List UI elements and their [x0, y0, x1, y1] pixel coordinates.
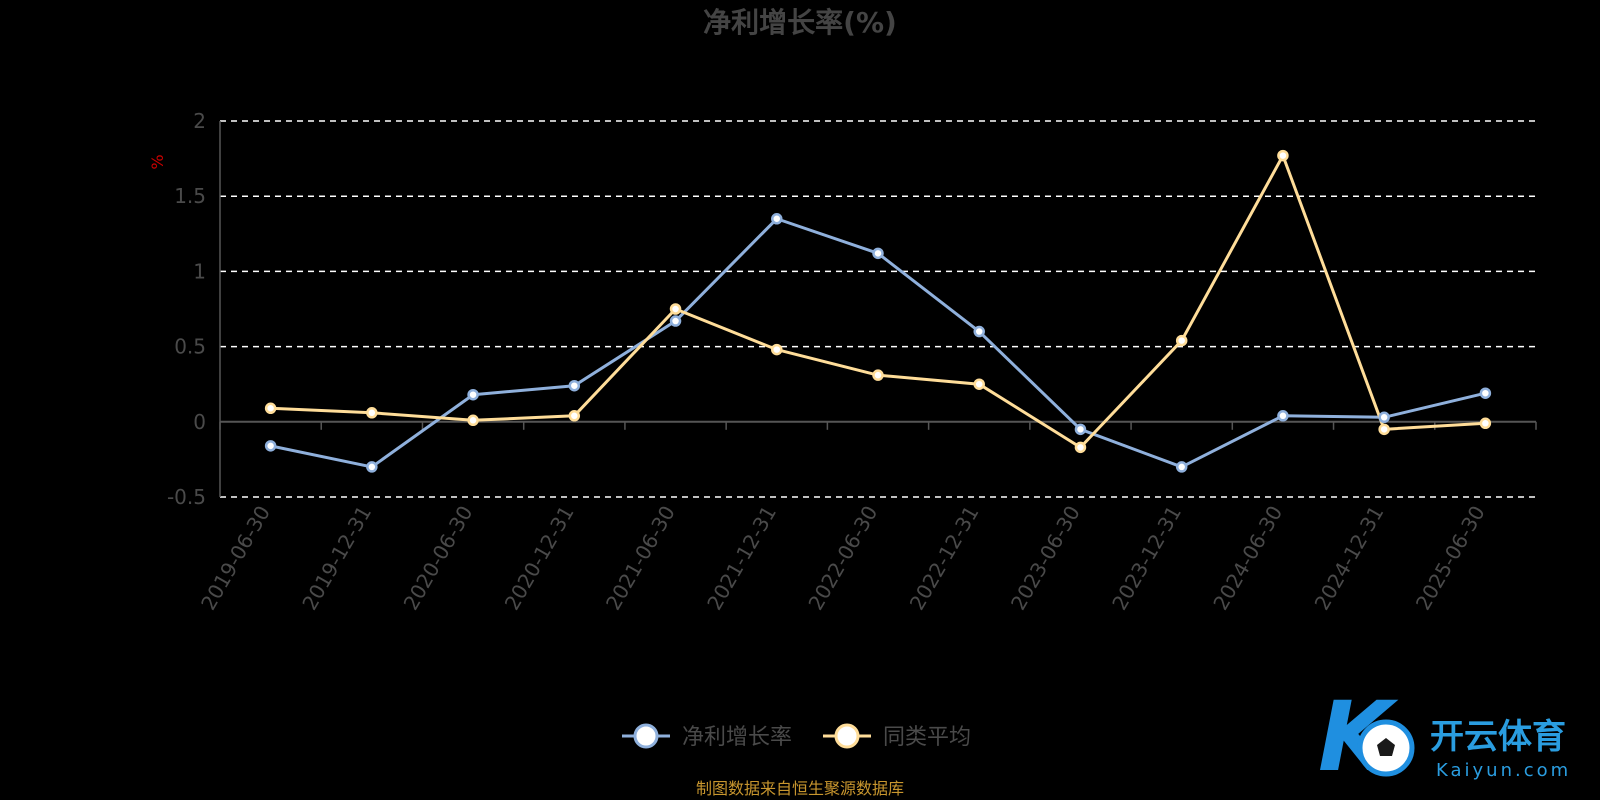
x-tick-label: 2024-06-30 [1208, 502, 1287, 615]
data-point-net-profit-growth[interactable] [771, 213, 783, 225]
data-point-peer-average[interactable] [973, 378, 985, 390]
data-point-peer-average[interactable] [1378, 423, 1390, 436]
data-point-net-profit-growth[interactable] [1074, 423, 1087, 436]
data-point-net-profit-growth[interactable] [669, 315, 682, 327]
series-line-peer-average [270, 154, 1486, 449]
data-point-peer-average[interactable] [1175, 334, 1188, 347]
x-tick-label: 2023-12-31 [1107, 502, 1186, 615]
x-tick-label: 2020-12-31 [500, 502, 579, 615]
y-tick-label: -0.5 [167, 485, 206, 509]
data-point-peer-average[interactable] [366, 407, 378, 419]
legend-label-net-profit-growth: 净利增长率 [682, 725, 792, 750]
data-point-net-profit-growth[interactable] [973, 325, 985, 338]
x-tick-label: 2019-06-30 [196, 502, 275, 615]
series-layer [264, 149, 1492, 473]
data-point-net-profit-growth[interactable] [1175, 461, 1188, 473]
x-tick-label: 2022-12-31 [905, 501, 984, 614]
legend-item-net-profit-growth[interactable]: 净利增长率 [622, 723, 792, 750]
ball-pattern-icon [1377, 738, 1395, 756]
data-point-net-profit-growth[interactable] [366, 461, 378, 473]
legend-label-peer-average: 同类平均 [883, 725, 971, 750]
y-tick-label: 1 [193, 259, 206, 283]
y-tick-label: 2 [193, 109, 206, 133]
x-tick-label: 2022-06-30 [803, 502, 882, 615]
data-point-peer-average[interactable] [669, 303, 682, 315]
data-point-peer-average[interactable] [264, 402, 277, 415]
legend-marker-peer-average [834, 723, 860, 749]
legend-marker-net-profit-growth [633, 723, 659, 749]
watermark-logo: K 开云体育 Kaiyun.com [1318, 681, 1571, 793]
data-point-net-profit-growth[interactable] [1479, 387, 1492, 399]
watermark-name: 开云体育 [1430, 717, 1566, 757]
x-tick-label: 2020-06-30 [399, 501, 478, 614]
x-tick-label: 2021-12-31 [702, 502, 781, 615]
x-tick-label: 2021-06-30 [601, 502, 680, 615]
data-point-peer-average[interactable] [1479, 417, 1492, 430]
data-point-net-profit-growth[interactable] [1277, 410, 1289, 422]
data-point-peer-average[interactable] [1074, 441, 1087, 454]
x-tick-label: 2024-12-31 [1310, 502, 1389, 615]
data-point-peer-average[interactable] [872, 369, 884, 381]
y-axis-unit: % [148, 154, 167, 169]
x-tick-label: 2023-06-30 [1006, 502, 1085, 615]
y-tick-label: 0 [193, 410, 206, 434]
x-tick-label: 2025-06-30 [1411, 502, 1490, 615]
data-point-net-profit-growth[interactable] [467, 388, 479, 401]
source-note: 制图数据来自恒生聚源数据库 [696, 779, 904, 798]
data-point-net-profit-growth[interactable] [568, 379, 581, 392]
data-point-peer-average[interactable] [568, 410, 581, 422]
data-point-net-profit-growth[interactable] [264, 440, 277, 452]
legend: 净利增长率 同类平均 [622, 723, 971, 750]
y-tick-label: 0.5 [174, 335, 206, 359]
data-point-net-profit-growth[interactable] [872, 247, 884, 260]
data-point-net-profit-growth[interactable] [1378, 411, 1390, 424]
watermark-sub: Kaiyun.com [1436, 760, 1571, 781]
x-tick-label: 2019-12-31 [297, 502, 376, 615]
data-point-peer-average[interactable] [1277, 149, 1289, 162]
y-tick-label: 1.5 [174, 184, 206, 208]
data-point-peer-average[interactable] [771, 343, 783, 356]
chart-title: 净利增长率(%) [703, 6, 897, 39]
data-point-peer-average[interactable] [467, 414, 479, 427]
legend-item-peer-average[interactable]: 同类平均 [823, 723, 971, 750]
